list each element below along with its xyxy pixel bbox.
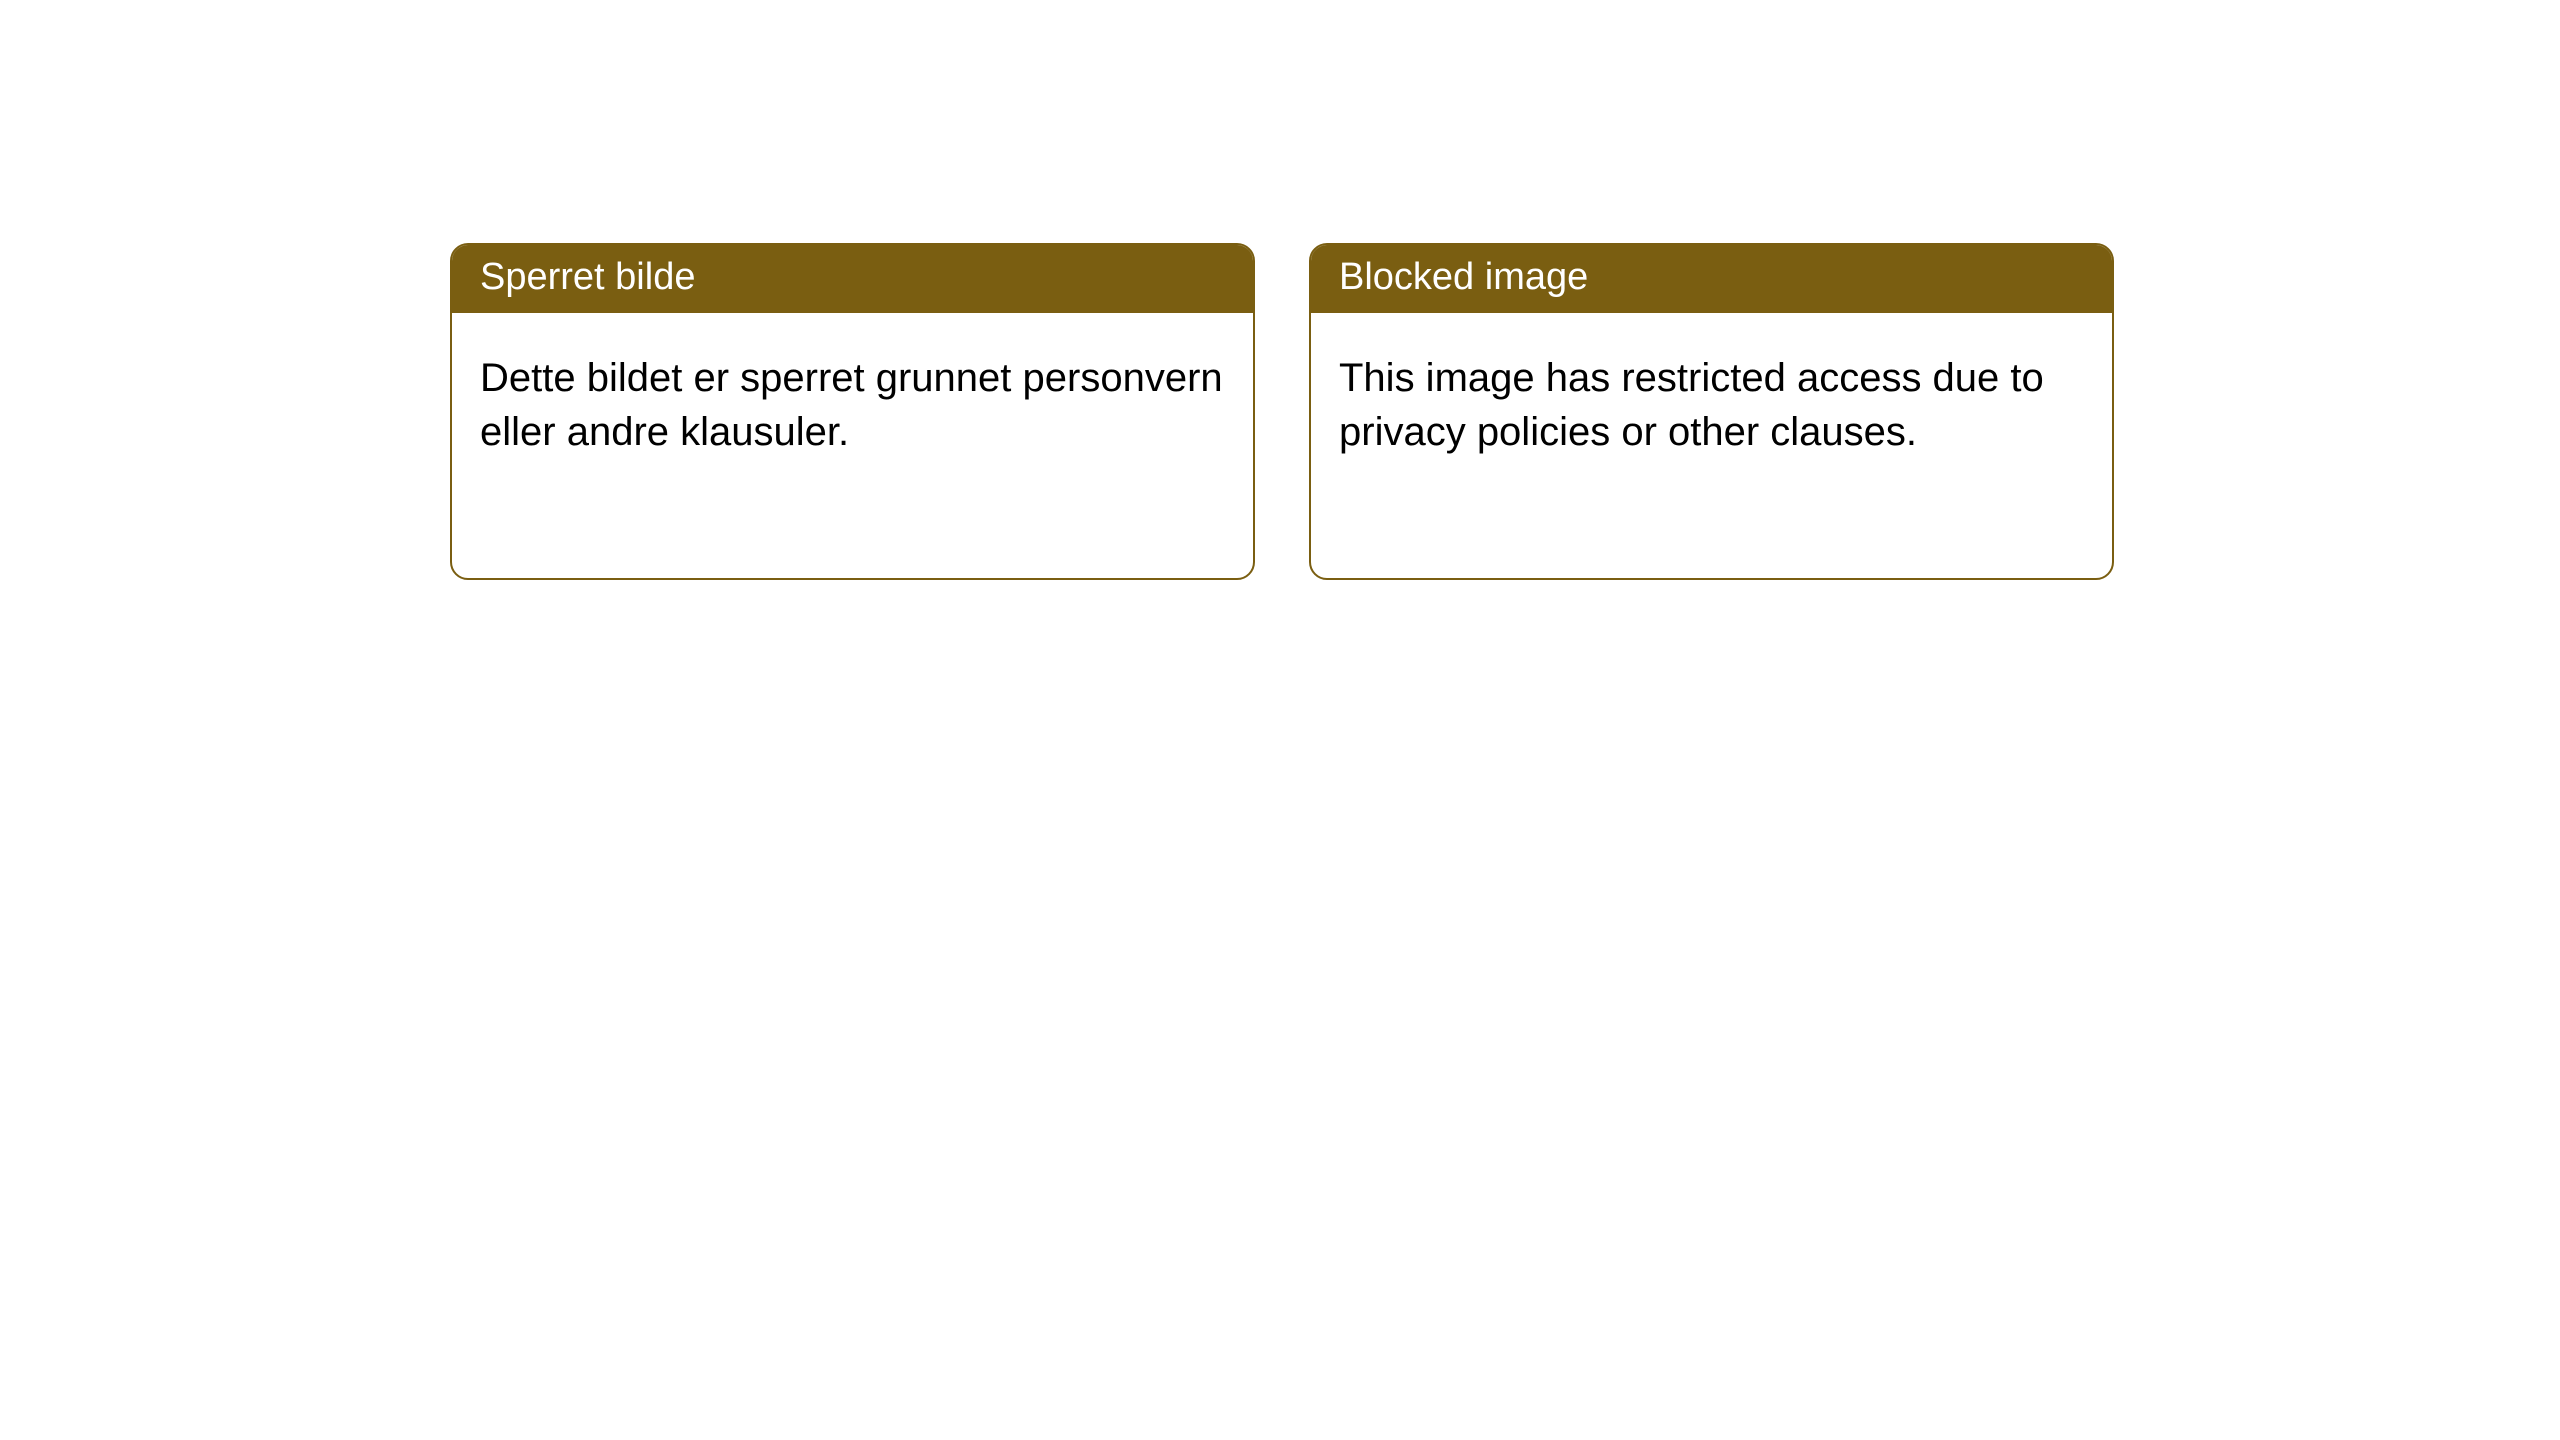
card-body-text: Dette bildet er sperret grunnet personve…: [452, 313, 1253, 487]
card-header: Blocked image: [1311, 245, 2112, 313]
card-header: Sperret bilde: [452, 245, 1253, 313]
cards-container: Sperret bilde Dette bildet er sperret gr…: [0, 0, 2560, 580]
card-body-text: This image has restricted access due to …: [1311, 313, 2112, 487]
blocked-image-card-en: Blocked image This image has restricted …: [1309, 243, 2114, 580]
blocked-image-card-no: Sperret bilde Dette bildet er sperret gr…: [450, 243, 1255, 580]
